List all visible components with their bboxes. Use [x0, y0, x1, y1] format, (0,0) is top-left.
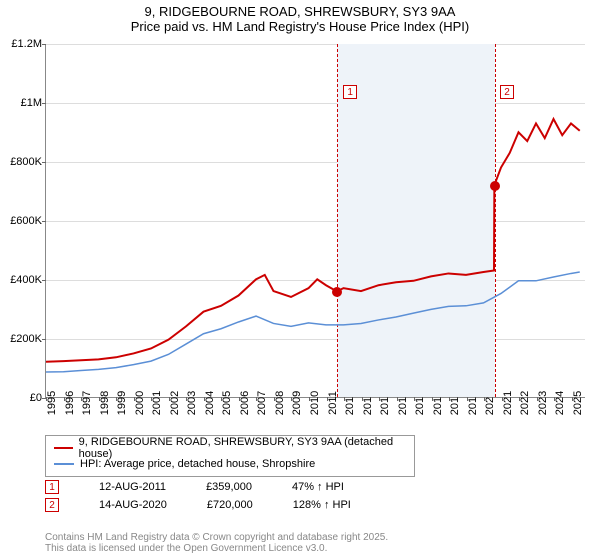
footer: Contains HM Land Registry data © Crown c…: [45, 532, 388, 554]
series-hpi: [46, 272, 580, 372]
sales-table: 1 12-AUG-2011 £359,000 47% ↑ HPI 2 14-AUG-202…: [45, 478, 351, 514]
sale-delta: 128% ↑ HPI: [293, 499, 351, 511]
yaxis-label: £400K: [10, 274, 46, 286]
sale-date: 12-AUG-2011: [99, 481, 166, 493]
sale-marker: 1: [343, 85, 357, 99]
yaxis-label: £800K: [10, 156, 46, 168]
sale-marker: 1: [45, 480, 59, 494]
sale-marker: 2: [500, 85, 514, 99]
sale-row: 1 12-AUG-2011 £359,000 47% ↑ HPI: [45, 478, 351, 496]
sale-price: £359,000: [206, 481, 252, 493]
page-subtitle: Price paid vs. HM Land Registry's House …: [0, 19, 600, 34]
yaxis-label: £200K: [10, 333, 46, 345]
chart: £0£200K£400K£600K£800K£1M£1.2M1995199619…: [45, 44, 585, 398]
yaxis-label: £0: [30, 392, 46, 404]
legend-row: 9, RIDGEBOURNE ROAD, SHREWSBURY, SY3 9AA…: [54, 440, 406, 456]
yaxis-label: £600K: [10, 215, 46, 227]
legend-swatch: [54, 463, 74, 465]
series-property: [46, 119, 580, 362]
sale-marker: 2: [45, 498, 59, 512]
legend: 9, RIDGEBOURNE ROAD, SHREWSBURY, SY3 9AA…: [45, 435, 415, 477]
page-title: 9, RIDGEBOURNE ROAD, SHREWSBURY, SY3 9AA: [0, 0, 600, 19]
footer-line-1: Contains HM Land Registry data © Crown c…: [45, 532, 388, 543]
sale-point: [332, 287, 342, 297]
legend-label: HPI: Average price, detached house, Shro…: [80, 458, 315, 470]
legend-swatch: [54, 447, 73, 449]
footer-line-2: This data is licensed under the Open Gov…: [45, 543, 388, 554]
sale-date: 14-AUG-2020: [99, 499, 167, 511]
yaxis-label: £1.2M: [11, 38, 46, 50]
legend-label: 9, RIDGEBOURNE ROAD, SHREWSBURY, SY3 9AA…: [79, 436, 406, 460]
yaxis-label: £1M: [21, 97, 46, 109]
sale-row: 2 14-AUG-2020 £720,000 128% ↑ HPI: [45, 496, 351, 514]
sale-price: £720,000: [207, 499, 253, 511]
sale-point: [490, 181, 500, 191]
sale-delta: 47% ↑ HPI: [292, 481, 344, 493]
